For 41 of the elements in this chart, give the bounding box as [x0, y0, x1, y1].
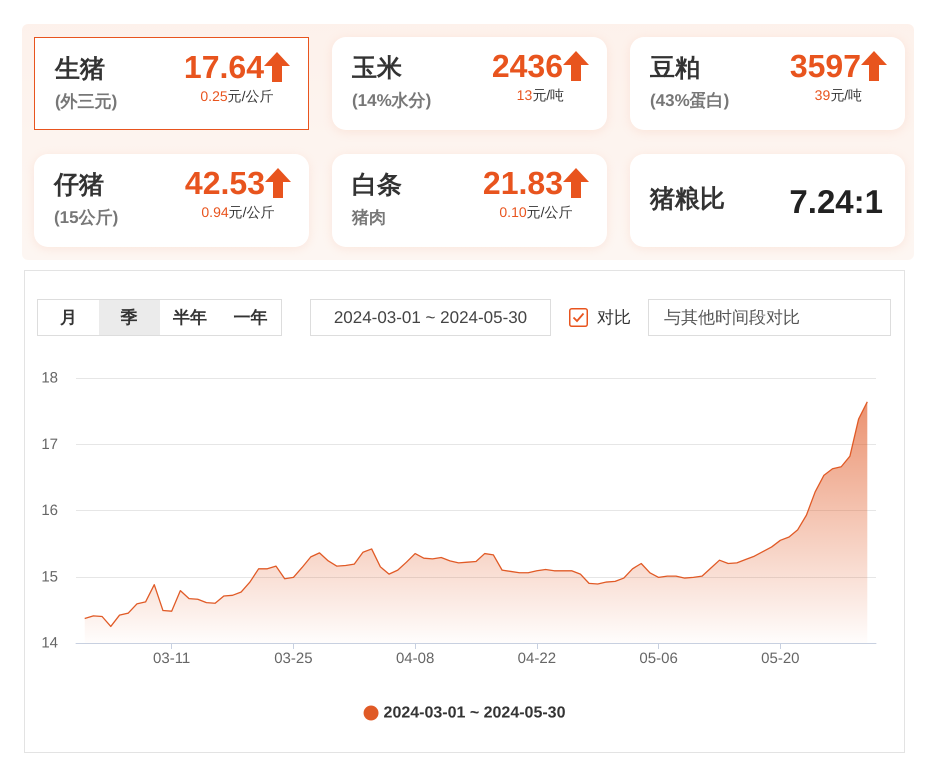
x-tick-label: 03-25 [274, 650, 313, 667]
text: 猪肉 [352, 208, 386, 228]
y-tick-label: 15 [41, 568, 58, 586]
text: 白条 [352, 170, 402, 200]
text: 月 [38, 300, 99, 335]
text: 42.53 [184, 164, 265, 202]
text: 一年 [220, 300, 281, 335]
x-tick-label: 04-22 [518, 650, 556, 667]
text: (14%水分) [352, 91, 432, 111]
text: 对比 [597, 307, 631, 329]
legend-label: 2024-03-01 ~ 2024-05-30 [384, 704, 566, 722]
text: (15公斤) [54, 208, 118, 228]
text: 生猪 [55, 54, 105, 84]
text: 2436 [492, 47, 563, 85]
text: 7.24:1 [789, 182, 883, 222]
y-tick-label: 14 [41, 634, 58, 652]
y-tick-label: 16 [41, 502, 58, 519]
text: 豆粕 [650, 53, 700, 83]
text: 猪粮比 [650, 184, 725, 214]
x-tick-label: 04-08 [396, 650, 434, 667]
text: 玉米 [352, 53, 402, 83]
text: (外三元) [55, 92, 118, 112]
text: 0.10元/公斤 [499, 204, 573, 220]
y-tick-label: 18 [41, 370, 58, 386]
x-tick-label: 05-20 [761, 650, 800, 667]
text: 0.94元/公斤 [201, 204, 275, 220]
x-tick-label: 05-06 [639, 650, 678, 667]
text: 21.83 [482, 164, 563, 202]
y-tick-label: 17 [41, 436, 58, 453]
text: 与其他时间段对比 [648, 299, 891, 336]
text: 13元/吨 [516, 87, 564, 103]
text: (43%蛋白) [650, 91, 730, 111]
text: 2024-03-01 ~ 2024-05-30 [310, 299, 551, 336]
text: 3597 [790, 47, 861, 85]
text: 半年 [160, 300, 220, 335]
text: 仔猪 [54, 170, 104, 200]
text: 季 [98, 300, 160, 335]
text: 0.25元/公斤 [200, 88, 274, 104]
text: 39元/吨 [814, 87, 862, 103]
x-tick-label: 03-11 [153, 650, 190, 667]
text: 17.64 [184, 48, 264, 86]
